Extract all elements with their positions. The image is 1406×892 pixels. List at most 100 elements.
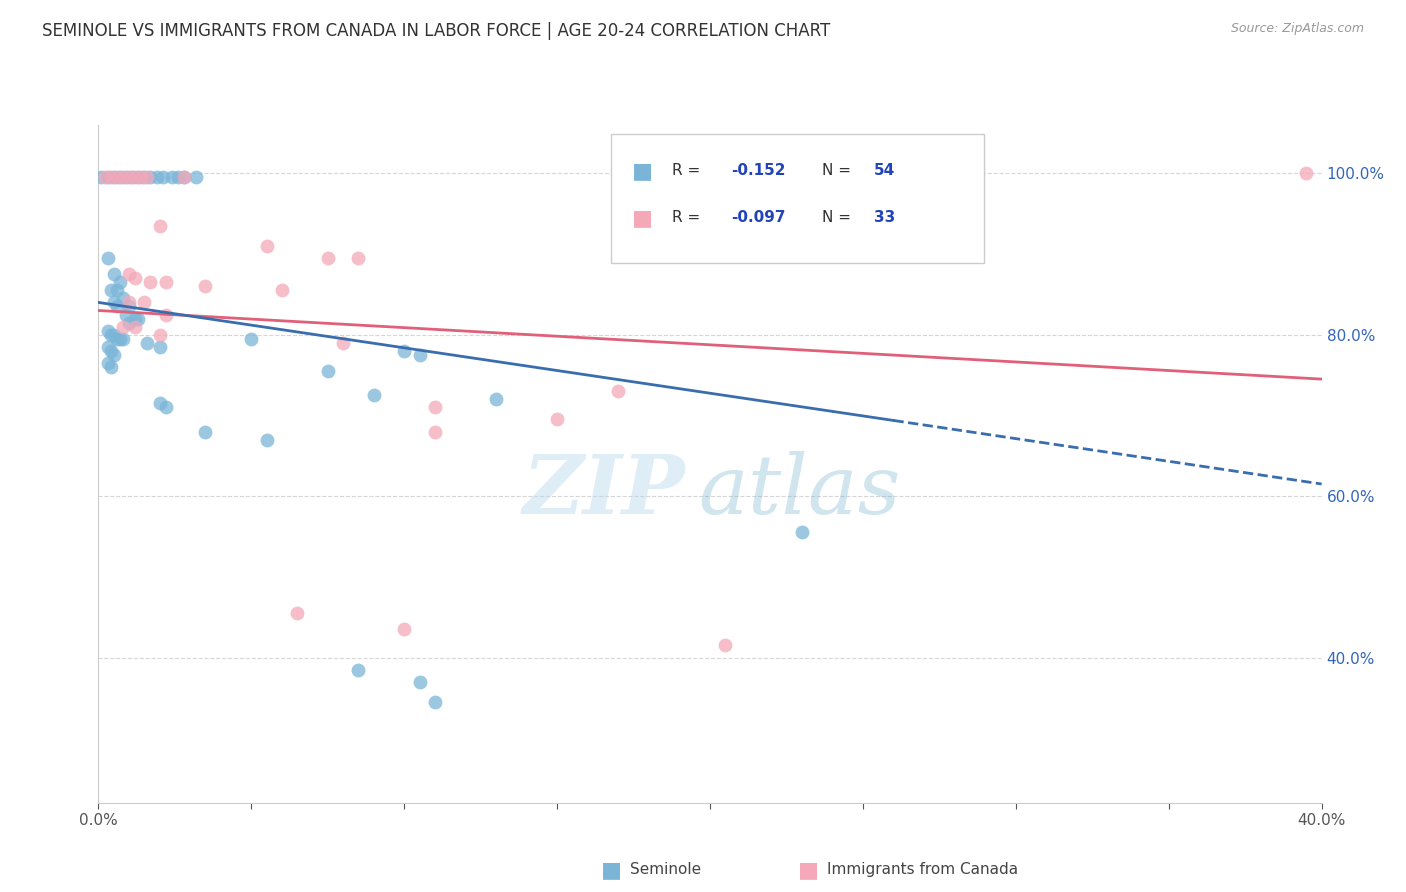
Point — [124, 271, 146, 285]
Point — [1295, 166, 1317, 180]
Point — [423, 695, 446, 709]
Point — [145, 170, 167, 185]
Point — [332, 335, 354, 350]
Point — [136, 170, 159, 185]
Point — [118, 300, 141, 314]
Text: atlas: atlas — [697, 451, 900, 531]
Point — [103, 170, 125, 185]
Point — [111, 292, 134, 306]
Point — [363, 388, 385, 402]
Text: ZIP: ZIP — [523, 451, 686, 531]
Text: N =: N = — [823, 210, 856, 225]
Text: -0.097: -0.097 — [731, 210, 786, 225]
Point — [155, 308, 177, 322]
Point — [316, 251, 339, 265]
Point — [129, 170, 152, 185]
Point — [118, 267, 141, 281]
Point — [173, 170, 195, 185]
Text: ■: ■ — [602, 860, 621, 880]
Text: N =: N = — [823, 162, 856, 178]
Text: R =: R = — [672, 162, 704, 178]
Point — [90, 170, 112, 185]
Point — [105, 170, 128, 185]
Point — [134, 295, 156, 310]
Point — [347, 663, 370, 677]
Point — [167, 170, 190, 185]
Point — [149, 396, 172, 410]
Point — [607, 384, 630, 399]
Point — [134, 170, 156, 185]
Text: Immigrants from Canada: Immigrants from Canada — [827, 863, 1018, 877]
Text: ■: ■ — [633, 208, 654, 228]
Point — [285, 606, 308, 620]
Point — [124, 170, 146, 185]
Point — [423, 425, 446, 439]
Point — [97, 324, 120, 338]
Point — [124, 311, 146, 326]
Point — [111, 170, 134, 185]
Point — [423, 401, 446, 415]
Point — [118, 170, 141, 185]
Text: R =: R = — [672, 210, 704, 225]
Text: Source: ZipAtlas.com: Source: ZipAtlas.com — [1230, 22, 1364, 36]
Point — [127, 311, 149, 326]
Point — [118, 295, 141, 310]
Point — [714, 639, 737, 653]
Point — [103, 327, 125, 342]
Text: 54: 54 — [875, 162, 896, 178]
Point — [270, 283, 292, 297]
Point — [152, 170, 174, 185]
Point — [149, 327, 172, 342]
Text: ■: ■ — [799, 860, 818, 880]
Point — [111, 319, 134, 334]
Point — [149, 219, 172, 233]
Point — [93, 170, 115, 185]
Point — [256, 239, 278, 253]
Point — [100, 359, 122, 374]
Point — [97, 356, 120, 370]
Point — [139, 275, 162, 289]
Text: Seminole: Seminole — [630, 863, 702, 877]
Point — [100, 170, 122, 185]
Point — [105, 283, 128, 297]
Point — [546, 412, 568, 426]
Point — [155, 275, 177, 289]
Point — [111, 332, 134, 346]
Point — [108, 332, 131, 346]
Point — [256, 433, 278, 447]
Point — [316, 364, 339, 378]
Point — [136, 335, 159, 350]
Point — [121, 170, 143, 185]
Point — [149, 340, 172, 354]
Point — [124, 319, 146, 334]
Text: 33: 33 — [875, 210, 896, 225]
Point — [103, 267, 125, 281]
Point — [100, 327, 122, 342]
Point — [103, 295, 125, 310]
Point — [139, 170, 162, 185]
Point — [100, 283, 122, 297]
Point — [160, 170, 183, 185]
Point — [127, 170, 149, 185]
Point — [97, 340, 120, 354]
Point — [105, 300, 128, 314]
Text: ■: ■ — [633, 161, 654, 181]
Point — [408, 348, 430, 362]
Point — [155, 401, 177, 415]
Point — [186, 170, 208, 185]
Point — [115, 170, 138, 185]
Point — [115, 308, 138, 322]
Point — [97, 251, 120, 265]
Point — [108, 170, 131, 185]
Point — [103, 348, 125, 362]
Point — [347, 251, 370, 265]
Point — [108, 275, 131, 289]
Point — [790, 525, 813, 540]
Point — [173, 170, 195, 185]
Point — [392, 622, 416, 636]
Point — [485, 392, 508, 407]
Point — [100, 343, 122, 358]
Point — [194, 425, 217, 439]
Text: -0.152: -0.152 — [731, 162, 786, 178]
Point — [118, 316, 141, 330]
